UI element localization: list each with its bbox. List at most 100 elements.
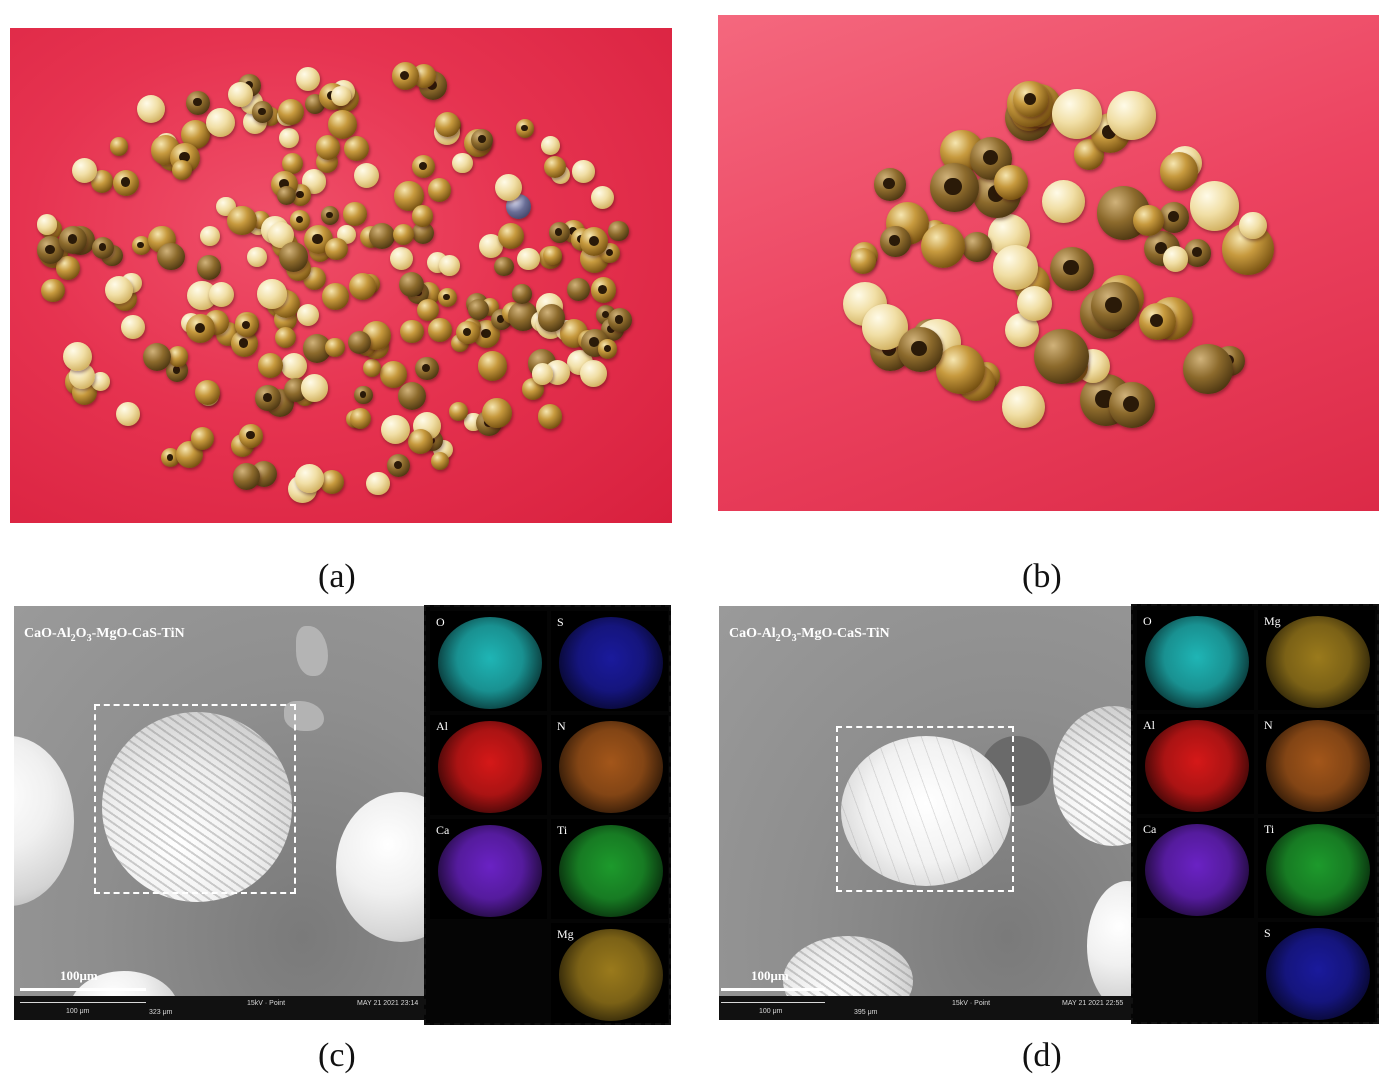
eds-maps-d: O Mg Al N Ca Ti S [1131, 604, 1379, 1024]
eds-map-label: S [1264, 926, 1271, 940]
eds-map-label: Al [1143, 718, 1155, 732]
bead [608, 220, 629, 241]
bead [343, 202, 367, 226]
eds-signal [1145, 616, 1249, 708]
caption-c: (c) [318, 1037, 356, 1074]
bead [580, 227, 609, 256]
bead [328, 110, 358, 140]
bead [347, 330, 371, 354]
bead [411, 221, 435, 245]
bead [542, 246, 562, 266]
scale-label: 100μm [751, 968, 789, 983]
bead [136, 95, 165, 124]
bead [517, 247, 541, 271]
bead [255, 385, 281, 411]
bead [142, 342, 171, 371]
bead [880, 226, 911, 257]
bead [430, 451, 450, 470]
eds-maps-c: O S Al N Ca Ti Mg [424, 605, 671, 1025]
bead [366, 471, 390, 495]
eds-signal [438, 617, 542, 709]
bead [36, 214, 57, 235]
bead [257, 353, 283, 379]
bead [295, 463, 325, 493]
eds-map-label: Mg [1264, 614, 1281, 628]
bead [1002, 385, 1045, 429]
bead [428, 318, 452, 343]
bead [348, 272, 377, 301]
bead [379, 361, 407, 389]
eds-map-label: Ca [436, 823, 450, 837]
eds-map-label: O [1143, 614, 1152, 628]
bead [277, 185, 297, 206]
eds-map-label: S [557, 615, 564, 629]
bead [494, 173, 523, 202]
bead [172, 160, 193, 181]
bead [368, 223, 395, 250]
bead [1090, 282, 1139, 331]
bead [415, 356, 439, 381]
bead [344, 135, 370, 161]
eds-map-ca: Ca [430, 819, 547, 919]
bead [322, 283, 350, 310]
bead [325, 237, 348, 261]
bead [468, 299, 490, 321]
bead [278, 127, 299, 149]
bead [494, 256, 514, 277]
bead [320, 206, 340, 226]
bead [319, 469, 345, 495]
bead [116, 401, 141, 426]
bead [471, 128, 494, 151]
bead [251, 101, 274, 123]
bead [387, 454, 411, 478]
bead [1033, 329, 1090, 385]
bead [1159, 152, 1199, 191]
scale-bar [721, 988, 825, 991]
bead [849, 247, 876, 274]
sem-target-sphere [841, 736, 1011, 886]
bead [325, 338, 345, 358]
bead [1049, 246, 1094, 291]
bead [543, 155, 567, 179]
bead [380, 414, 410, 444]
eds-map-label: N [1264, 718, 1273, 732]
bead [920, 223, 966, 269]
bead [1109, 382, 1155, 428]
bead [449, 402, 469, 421]
eds-signal [1266, 720, 1370, 812]
bead [497, 222, 524, 250]
bead [296, 303, 320, 326]
eds-map-label: Ti [1264, 822, 1275, 836]
eds-map-mg: Mg [551, 923, 668, 1023]
bead [257, 279, 287, 309]
bead [567, 278, 591, 302]
eds-map-ti: Ti [551, 819, 668, 919]
info-date: MAY 21 2021 23:14 [357, 1000, 419, 1007]
caption-d: (d) [1022, 1037, 1062, 1074]
bead [235, 314, 259, 338]
bead [1051, 89, 1102, 140]
bead [208, 281, 234, 307]
caption-a: (a) [318, 558, 356, 595]
eds-signal [1266, 824, 1370, 916]
sem-info-strip: 100 μm 323 μm 15kV · Point MAY 21 2021 2… [14, 996, 426, 1020]
eds-signal [438, 825, 542, 917]
bead [41, 278, 65, 303]
bead [186, 314, 215, 344]
eds-map-label: Ca [1143, 822, 1157, 836]
bead [898, 327, 943, 373]
eds-map-label: Mg [557, 927, 574, 941]
eds-map-label: O [436, 615, 445, 629]
bead [131, 236, 151, 255]
bead [439, 254, 460, 276]
eds-map-mg: Mg [1258, 610, 1375, 710]
bead [195, 380, 221, 406]
bead [389, 246, 413, 270]
sem-info-strip: 100 μm 395 μm 15kV · Point MAY 21 2021 2… [719, 996, 1131, 1020]
bead [391, 62, 420, 90]
bead [482, 398, 512, 428]
bead [121, 315, 146, 339]
sem-formula: CaO-Al2O3-MgO-CaS-TiN [729, 626, 890, 644]
caption-b: (b) [1022, 558, 1062, 595]
sem-image-c: CaO-Al2O3-MgO-CaS-TiN 100μm 100 μm 323 μ… [14, 606, 426, 1020]
